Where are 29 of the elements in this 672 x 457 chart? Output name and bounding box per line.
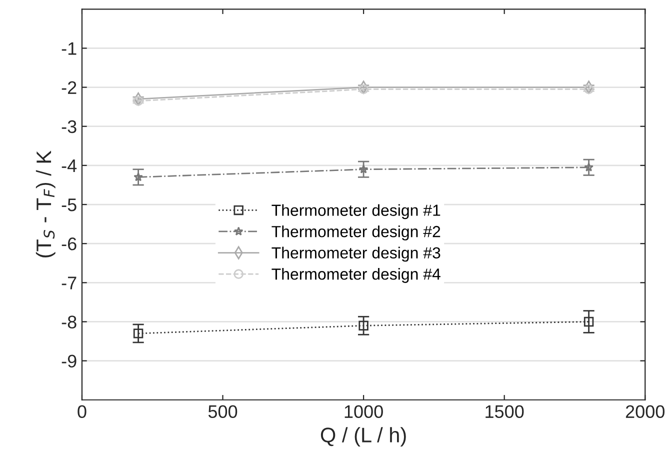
y-tick-label: -8 <box>62 316 76 328</box>
point <box>358 164 368 174</box>
x-tick-label: 1500 <box>486 405 524 418</box>
point <box>134 172 143 182</box>
y-tick-label: -5 <box>62 198 76 212</box>
legend-label: Thermometer design #2 <box>272 225 440 240</box>
point <box>584 84 594 94</box>
y-tick-label: -3 <box>62 120 76 134</box>
point <box>133 96 144 106</box>
y-tick-label: -4 <box>62 160 77 172</box>
x-tick-label: 2000 <box>626 405 664 418</box>
point <box>584 162 594 172</box>
legend-label: Thermometer design #1 <box>272 204 440 220</box>
y-tick-label: -9 <box>62 354 76 368</box>
point <box>133 328 144 338</box>
y-tick-label: -6 <box>62 238 76 250</box>
point <box>358 84 368 94</box>
legend-label: Thermometer design #3 <box>272 246 440 262</box>
x-tick-label: 1000 <box>344 405 383 418</box>
point <box>584 316 594 327</box>
y-tick-label: -2 <box>62 81 76 94</box>
legend-label: Thermometer design #4 <box>272 268 440 283</box>
point <box>358 320 368 330</box>
y-axis-title: (T$_{S}$ - T$_{F}$) / K <box>36 150 56 258</box>
y-tick-label: -7 <box>62 276 76 290</box>
y-tick-label: -1 <box>62 42 76 55</box>
x-axis-title: Q / (L / h) <box>320 427 406 447</box>
x-tick-label: 0 <box>78 405 86 418</box>
x-tick-label: 500 <box>208 405 238 418</box>
